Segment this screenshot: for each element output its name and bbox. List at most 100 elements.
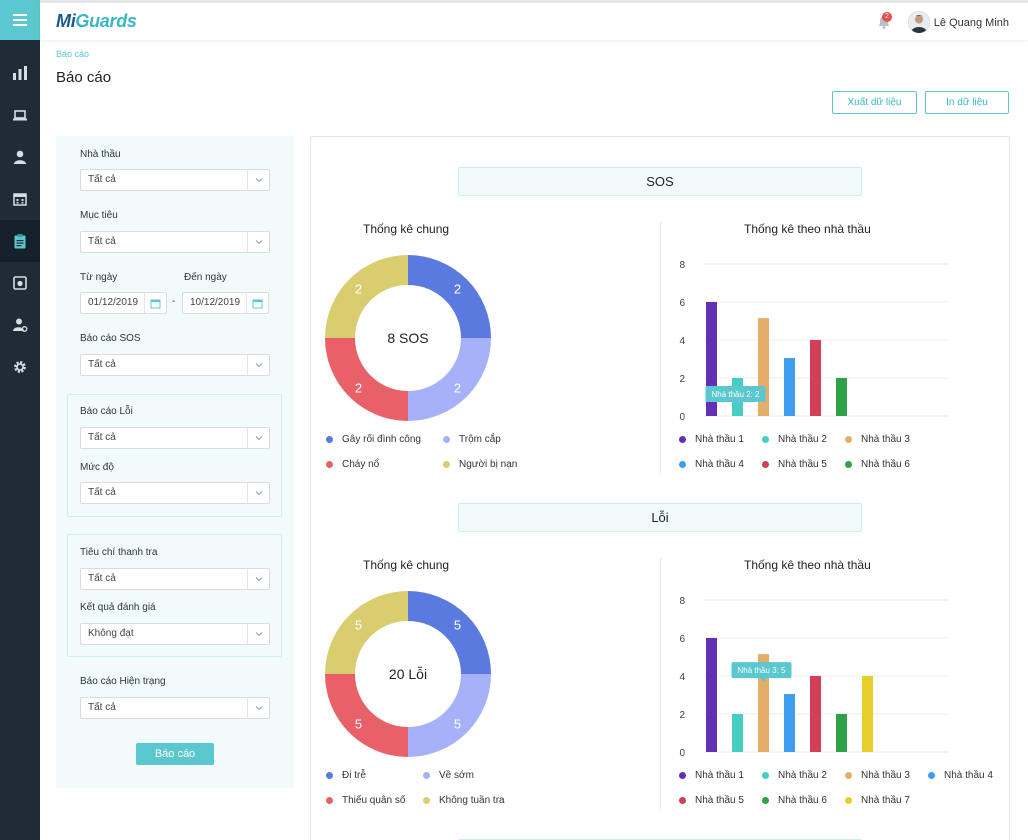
- clipboard-icon: [14, 234, 26, 249]
- legend-label: Nhà thầu 6: [778, 795, 827, 806]
- status-report-select[interactable]: Tất cả: [80, 697, 270, 719]
- sidebar-item-reports[interactable]: [0, 220, 40, 262]
- pie-slice[interactable]: [325, 674, 408, 757]
- sidebar-item-user-settings[interactable]: [0, 304, 40, 346]
- bar[interactable]: [810, 676, 821, 752]
- bar[interactable]: [836, 378, 847, 416]
- pie-slice-label: 5: [355, 618, 362, 633]
- legend-item[interactable]: Nhà thầu 3: [845, 434, 910, 445]
- error-report-select-value: Tất cả: [88, 432, 116, 443]
- calendar-icon[interactable]: [150, 298, 161, 309]
- bar[interactable]: [862, 676, 873, 752]
- sidebar-item-statistics[interactable]: [0, 52, 40, 94]
- bar[interactable]: [706, 638, 717, 752]
- legend-item[interactable]: Trộm cắp: [443, 434, 501, 445]
- from-date-input[interactable]: 01/12/2019: [80, 292, 167, 314]
- avatar-image: [908, 11, 930, 33]
- avatar[interactable]: [908, 11, 930, 33]
- pie-slice[interactable]: [408, 255, 491, 338]
- pie-slice[interactable]: [408, 338, 491, 421]
- hamburger-icon: [13, 14, 27, 26]
- legend-label: Nhà thầu 5: [695, 795, 744, 806]
- print-data-button[interactable]: In dữ liệu: [925, 91, 1009, 114]
- legend-item[interactable]: Nhà thầu 7: [845, 795, 910, 806]
- errors-bar-chart: 0 2 4 6 8 Nhà thầu 3: 5: [679, 596, 949, 759]
- evaluation-result-select[interactable]: Không đạt: [80, 623, 270, 645]
- legend-item[interactable]: Nhà thầu 4: [679, 459, 744, 470]
- legend-item[interactable]: Nhà thầu 4: [928, 770, 993, 781]
- bar[interactable]: [758, 318, 769, 416]
- legend-item[interactable]: Nhà thầu 1: [679, 434, 744, 445]
- legend-swatch: [762, 797, 769, 804]
- legend-item[interactable]: Không tuần tra: [423, 795, 505, 806]
- tooltip-arrow: [760, 678, 767, 683]
- target-select[interactable]: Tất cả: [80, 231, 270, 253]
- logo[interactable]: MiGuards: [56, 11, 137, 32]
- chevron-down-icon: [255, 632, 262, 637]
- legend-swatch: [928, 772, 935, 779]
- pie-slice[interactable]: [325, 255, 408, 338]
- legend-item[interactable]: Nhà thầu 2: [762, 434, 827, 445]
- inspection-criteria-label: Tiêu chí thanh tra: [80, 547, 158, 558]
- legend-item[interactable]: Nhà thầu 6: [845, 459, 910, 470]
- legend-item[interactable]: Nhà thầu 6: [762, 795, 827, 806]
- legend-label: Về sớm: [439, 770, 474, 781]
- legend-label: Nhà thầu 4: [944, 770, 993, 781]
- bar[interactable]: [784, 694, 795, 752]
- pie-slice[interactable]: [408, 674, 491, 757]
- pie-slice[interactable]: [408, 591, 491, 674]
- legend-label: Nhà thầu 2: [778, 434, 827, 445]
- pie-slice[interactable]: [325, 591, 408, 674]
- legend-item[interactable]: Nhà thầu 1: [679, 770, 744, 781]
- legend-swatch: [423, 797, 430, 804]
- run-report-button[interactable]: Báo cáo: [136, 743, 214, 765]
- pie-slice[interactable]: [325, 338, 408, 421]
- breadcrumb[interactable]: Báo cáo: [56, 49, 90, 59]
- legend-item[interactable]: Nhà thầu 2: [762, 770, 827, 781]
- hamburger-menu-button[interactable]: [0, 0, 40, 40]
- sidebar-item-devices[interactable]: [0, 94, 40, 136]
- legend-item[interactable]: Người bị nạn: [443, 459, 517, 470]
- legend-swatch: [762, 461, 769, 468]
- error-report-select[interactable]: Tất cả: [80, 427, 270, 449]
- y-tick-label: 0: [679, 748, 685, 759]
- legend-item[interactable]: Cháy nổ: [326, 459, 379, 470]
- errors-bar-title: Thống kê theo nhà thầu: [744, 558, 871, 572]
- sos-report-select[interactable]: Tất cả: [80, 354, 270, 376]
- legend-item[interactable]: Nhà thầu 3: [845, 770, 910, 781]
- sidebar-item-camera[interactable]: [0, 262, 40, 304]
- legend-swatch: [326, 461, 333, 468]
- legend-item[interactable]: Về sớm: [423, 770, 474, 781]
- level-select-value: Tất cả: [88, 487, 116, 498]
- export-data-button[interactable]: Xuất dữ liệu: [832, 91, 917, 114]
- bar[interactable]: [836, 714, 847, 752]
- legend-item[interactable]: Gây rối đình công: [326, 434, 421, 445]
- legend-item[interactable]: Nhà thầu 5: [762, 459, 827, 470]
- bar[interactable]: [784, 358, 795, 416]
- contractor-select[interactable]: Tất cả: [80, 169, 270, 191]
- user-name[interactable]: Lê Quang Minh: [933, 17, 1009, 29]
- sidebar-item-users[interactable]: [0, 136, 40, 178]
- to-date-input[interactable]: 10/12/2019: [182, 292, 269, 314]
- bar[interactable]: [732, 714, 743, 752]
- logo-prefix: Mi: [56, 11, 76, 31]
- sidebar-item-schedule[interactable]: [0, 178, 40, 220]
- legend-item[interactable]: Đi trễ: [326, 770, 366, 781]
- y-tick-label: 6: [679, 634, 685, 645]
- legend-swatch: [679, 772, 686, 779]
- chevron-down-icon: [255, 178, 262, 183]
- legend-label: Cháy nổ: [342, 459, 380, 470]
- legend-item[interactable]: Thiếu quân số: [326, 795, 405, 806]
- calendar-icon[interactable]: [252, 298, 263, 309]
- legend-label: Nhà thầu 7: [861, 795, 910, 806]
- level-select[interactable]: Tất cả: [80, 482, 270, 504]
- bar[interactable]: [758, 654, 769, 752]
- legend-item[interactable]: Nhà thầu 5: [679, 795, 744, 806]
- bar[interactable]: [706, 302, 717, 416]
- sidebar-item-settings[interactable]: [0, 346, 40, 388]
- user-icon: [14, 150, 26, 164]
- tooltip-arrow: [734, 402, 741, 406]
- bar[interactable]: [810, 340, 821, 416]
- from-date-label: Từ ngày: [80, 272, 118, 283]
- inspection-criteria-select[interactable]: Tất cả: [80, 568, 270, 590]
